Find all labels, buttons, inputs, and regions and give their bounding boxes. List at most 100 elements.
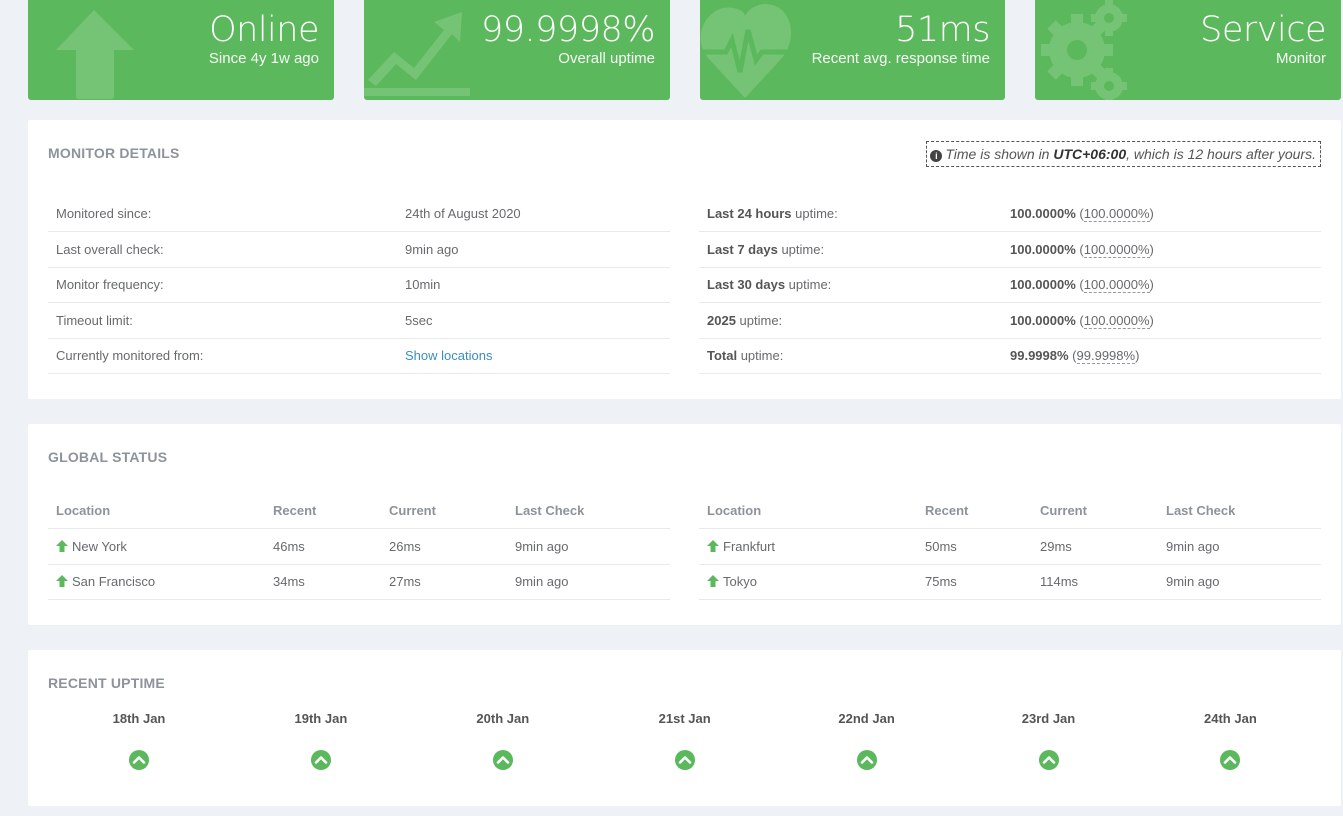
monitor-type-tile: Service Monitor [1035, 0, 1341, 100]
period-uptime: 99.9998% (99.9998%) [1002, 337, 1321, 374]
response-label: Recent avg. response time [811, 50, 990, 67]
column-header-current: Current [381, 493, 507, 529]
recent-cell: 34ms [265, 563, 381, 600]
global-status-title: GLOBAL STATUS [48, 449, 168, 465]
show-locations-link[interactable]: Show locations [405, 348, 493, 364]
uptime-detail[interactable]: 100.0000% [1083, 277, 1150, 294]
chevron-up-circle-icon [129, 750, 149, 770]
status-value: Online [209, 10, 319, 50]
uptime-day[interactable]: 21st Jan [594, 711, 776, 770]
period-label: Last 30 days uptime: [699, 266, 1002, 303]
row-label: Last overall check: [48, 231, 397, 267]
current-cell: 26ms [389, 538, 421, 554]
table-row: San Francisco 34ms 27ms 9min ago [48, 563, 670, 600]
column-header-recent: Recent [265, 493, 381, 529]
table-row: Last overall check: 9min ago [48, 231, 670, 267]
table-row: Last 24 hours uptime: 100.0000% (100.000… [699, 196, 1321, 232]
column-header-last-check: Last Check [1158, 493, 1321, 529]
timezone-note: i Time is shown in UTC+06:00, which is 12… [926, 141, 1321, 167]
table-row: Monitor frequency: 10min [48, 266, 670, 303]
status-since: Since 4y 1w ago [208, 50, 319, 67]
monitor-type-label: Monitor [1275, 50, 1326, 67]
recent-uptime-title: RECENT UPTIME [48, 675, 165, 691]
arrow-up-icon [707, 575, 719, 588]
period-uptime: 100.0000% (100.0000%) [1002, 302, 1321, 338]
column-header-location: Location [699, 493, 917, 529]
column-header-location: Location [48, 493, 265, 529]
day-date: 18th Jan [112, 711, 166, 726]
row-label: Timeout limit: [48, 302, 397, 338]
day-date: 22nd Jan [838, 711, 895, 726]
day-date: 24th Jan [1204, 711, 1257, 726]
uptime-detail[interactable]: 100.0000% [1083, 312, 1150, 329]
day-date: 19th Jan [294, 711, 348, 726]
table-row: 2025 uptime: 100.0000% (100.0000%) [699, 302, 1321, 338]
recent-cell: 75ms [917, 563, 1032, 600]
location-cell: New York [48, 529, 265, 565]
recent-cell: 46ms [273, 538, 305, 554]
table-row: Tokyo 75ms 114ms 9min ago [699, 563, 1321, 600]
uptime-day[interactable]: 19th Jan [230, 711, 412, 770]
status-tile: Online Since 4y 1w ago [28, 0, 334, 100]
current-cell: 29ms [1040, 538, 1072, 554]
locations-table-right: Location Recent Current Last Check Frank… [699, 493, 1321, 600]
row-value: 9min ago [397, 231, 670, 267]
last-check-cell: 9min ago [507, 563, 670, 600]
location-cell: San Francisco [48, 563, 265, 600]
period-label: 2025 uptime: [699, 302, 1002, 338]
day-date: 21st Jan [658, 711, 711, 726]
trend-up-icon [364, 12, 470, 96]
current-cell: 27ms [381, 563, 507, 600]
chevron-up-circle-icon [1220, 750, 1241, 770]
column-header-recent: Recent [917, 493, 1032, 529]
uptime-day[interactable]: 24th Jan [1139, 711, 1321, 770]
day-date: 20th Jan [476, 711, 530, 726]
period-label: Last 7 days uptime: [699, 231, 1002, 267]
day-date: 23rd Jan [1021, 711, 1076, 726]
row-label: Currently monitored from: [48, 337, 397, 374]
info-icon: i [930, 150, 943, 162]
locations-table-left: Location Recent Current Last Check New Y… [48, 493, 670, 600]
uptime-label: Overall uptime [558, 50, 655, 67]
table-row: Currently monitored from: Show locations [48, 337, 670, 374]
row-value: 10min [397, 266, 670, 303]
chevron-up-circle-icon [856, 750, 877, 770]
row-label: Monitor frequency: [48, 266, 397, 303]
period-uptime: 100.0000% (100.0000%) [1002, 266, 1321, 303]
row-value: 5sec [397, 302, 670, 338]
uptime-day[interactable]: 23rd Jan [958, 711, 1140, 770]
column-header-current: Current [1032, 493, 1158, 529]
global-status-panel: GLOBAL STATUS Location Recent Current La… [28, 424, 1341, 625]
uptime-detail[interactable]: 100.0000% [1083, 206, 1150, 222]
monitor-type-value: Service [1200, 10, 1326, 50]
arrow-up-icon [56, 539, 68, 552]
period-uptime: 100.0000% (100.0000%) [1010, 206, 1154, 222]
location-cell: Tokyo [699, 563, 917, 600]
monitor-details-title: MONITOR DETAILS [48, 145, 180, 161]
last-check-cell: 9min ago [1158, 563, 1321, 600]
period-label: Last 24 hours uptime: [707, 206, 838, 221]
table-row: Frankfurt 50ms 29ms 9min ago [699, 529, 1321, 565]
response-value: 51ms [895, 10, 990, 50]
uptime-detail[interactable]: 99.9998% [1076, 348, 1136, 365]
column-header-last-check: Last Check [507, 493, 670, 529]
uptime-day[interactable]: 20th Jan [412, 711, 594, 770]
uptime-detail[interactable]: 100.0000% [1083, 241, 1150, 258]
chevron-up-circle-icon [310, 750, 331, 770]
uptime-tile: 99.9998% Overall uptime [364, 0, 670, 100]
uptime-day[interactable]: 18th Jan [48, 711, 230, 770]
period-label: Total uptime: [699, 337, 1002, 374]
chevron-up-circle-icon [492, 750, 513, 770]
uptime-value: 99.9998% [481, 10, 656, 50]
uptime-day[interactable]: 22nd Jan [776, 711, 958, 770]
arrow-up-icon [707, 539, 719, 552]
last-check-cell: 9min ago [1166, 538, 1220, 554]
heartbeat-icon [700, 4, 791, 98]
current-cell: 114ms [1032, 563, 1158, 600]
row-label: Monitored since: [56, 206, 152, 221]
table-row: New York 46ms 26ms 9min ago [48, 529, 670, 565]
table-row: Monitored since: 24th of August 2020 [48, 196, 670, 232]
response-tile: 51ms Recent avg. response time [700, 0, 1005, 100]
table-row: Last 30 days uptime: 100.0000% (100.0000… [699, 266, 1321, 303]
chevron-up-circle-icon [1038, 750, 1059, 770]
